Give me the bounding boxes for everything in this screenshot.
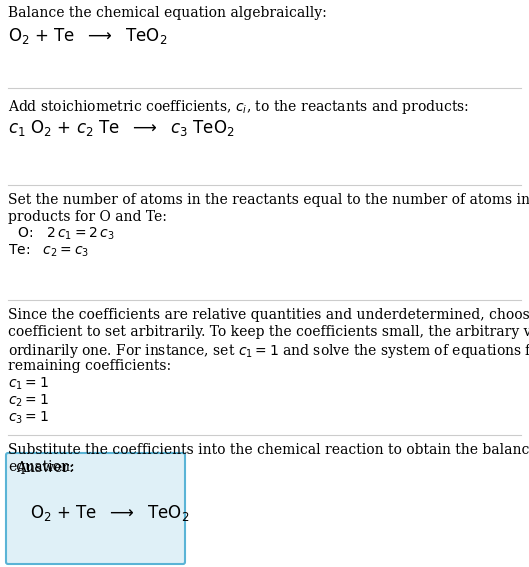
Text: Set the number of atoms in the reactants equal to the number of atoms in the: Set the number of atoms in the reactants…	[8, 193, 529, 207]
Text: ordinarily one. For instance, set $c_1 = 1$ and solve the system of equations fo: ordinarily one. For instance, set $c_1 =…	[8, 342, 529, 360]
Text: Since the coefficients are relative quantities and underdetermined, choose a: Since the coefficients are relative quan…	[8, 308, 529, 322]
Text: Substitute the coefficients into the chemical reaction to obtain the balanced: Substitute the coefficients into the che…	[8, 443, 529, 457]
FancyBboxPatch shape	[6, 453, 185, 564]
Text: $c_1 = 1$: $c_1 = 1$	[8, 376, 49, 392]
Text: equation:: equation:	[8, 460, 75, 474]
Text: O:   $2\,c_1 = 2\,c_3$: O: $2\,c_1 = 2\,c_3$	[13, 226, 115, 243]
Text: remaining coefficients:: remaining coefficients:	[8, 359, 171, 373]
Text: Balance the chemical equation algebraically:: Balance the chemical equation algebraica…	[8, 6, 327, 20]
Text: Answer:: Answer:	[16, 461, 74, 475]
Text: $c_1\ \mathrm{O_2}$ + $c_2\ \mathrm{Te}$  $\longrightarrow$  $c_3\ \mathrm{TeO_2: $c_1\ \mathrm{O_2}$ + $c_2\ \mathrm{Te}$…	[8, 118, 235, 138]
Text: $c_2 = 1$: $c_2 = 1$	[8, 393, 49, 409]
Text: Add stoichiometric coefficients, $c_i$, to the reactants and products:: Add stoichiometric coefficients, $c_i$, …	[8, 98, 469, 116]
Text: $\mathrm{O_2}$ + Te  $\longrightarrow$  $\mathrm{TeO_2}$: $\mathrm{O_2}$ + Te $\longrightarrow$ $\…	[8, 26, 167, 46]
Text: $\mathrm{O_2}$ + Te  $\longrightarrow$  $\mathrm{TeO_2}$: $\mathrm{O_2}$ + Te $\longrightarrow$ $\…	[30, 503, 189, 523]
Text: coefficient to set arbitrarily. To keep the coefficients small, the arbitrary va: coefficient to set arbitrarily. To keep …	[8, 325, 529, 339]
Text: products for O and Te:: products for O and Te:	[8, 210, 167, 224]
Text: Te:   $c_2 = c_3$: Te: $c_2 = c_3$	[8, 243, 89, 259]
Text: $c_3 = 1$: $c_3 = 1$	[8, 410, 49, 426]
